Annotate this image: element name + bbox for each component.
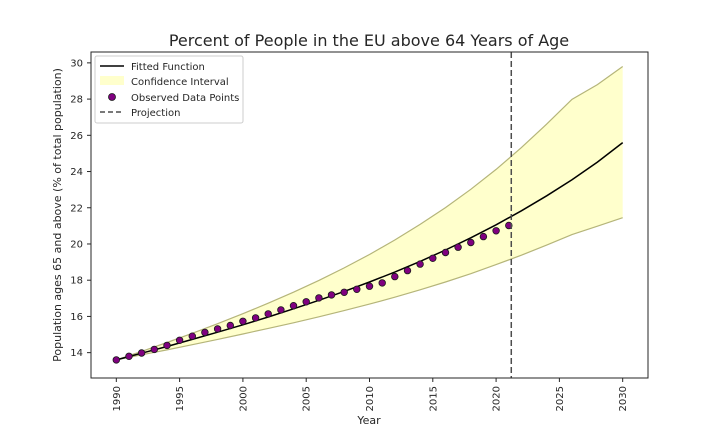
x-tick-label: 2020	[492, 386, 503, 411]
observed-point	[315, 294, 323, 302]
observed-point	[505, 221, 513, 230]
legend-band-label: Confidence Interval	[131, 77, 229, 88]
legend: Fitted Function Confidence Interval Obse…	[94, 55, 244, 124]
x-tick-label: 2010	[365, 386, 376, 411]
observed-point	[340, 288, 348, 296]
observed-point	[188, 332, 196, 340]
observed-point	[378, 279, 386, 287]
observed-point	[201, 328, 209, 337]
y-tick-label: 28	[70, 95, 83, 106]
observed-point	[112, 356, 120, 364]
observed-point	[454, 243, 462, 251]
fitted-function-line	[116, 142, 624, 361]
x-tick-label: 2015	[428, 386, 439, 411]
legend-fitted-label: Fitted Function	[131, 62, 205, 73]
observed-point	[251, 314, 260, 322]
x-axis: 1990 1995 2000 2005 2010 2015 2020 2025 2030	[112, 378, 629, 411]
observed-point	[302, 298, 310, 306]
observed-point	[277, 306, 285, 314]
legend-marker-label: Observed Data Points	[131, 93, 239, 104]
confidence-band	[116, 66, 623, 360]
y-tick-label: 18	[70, 276, 83, 287]
observed-point	[479, 232, 488, 241]
x-tick-label: 2000	[238, 386, 249, 411]
y-tick-label: 26	[70, 131, 83, 142]
confidence-lower-edge	[116, 217, 623, 361]
x-tick-label: 2005	[302, 386, 313, 411]
observed-point	[391, 272, 399, 281]
legend-projection-label: Projection	[131, 108, 180, 119]
observed-point	[226, 321, 234, 330]
y-axis-title: Population ages 65 and above (% of total…	[51, 68, 64, 362]
observed-point	[353, 285, 361, 293]
y-tick-label: 22	[70, 203, 83, 214]
observed-point	[239, 317, 247, 325]
observed-point	[441, 248, 450, 257]
plot-area	[112, 52, 624, 378]
chart-title: Percent of People in the EU above 64 Yea…	[169, 31, 569, 50]
x-axis-title: Year	[356, 414, 381, 427]
observed-point	[289, 302, 298, 310]
observed-point	[137, 349, 146, 357]
y-tick-label: 14	[70, 348, 83, 359]
observed-point	[125, 352, 133, 360]
y-tick-label: 30	[70, 58, 83, 69]
observed-point	[467, 238, 475, 247]
observed-point	[175, 336, 184, 344]
legend-marker-swatch	[108, 93, 116, 101]
y-tick-label: 20	[70, 239, 83, 250]
observed-point	[429, 254, 437, 262]
observed-point	[150, 345, 158, 354]
legend-band-swatch	[100, 76, 124, 85]
observed-point	[416, 260, 424, 268]
x-tick-label: 2025	[555, 386, 566, 411]
observed-point	[163, 341, 171, 350]
x-tick-label: 2030	[618, 386, 629, 411]
x-tick-label: 1995	[175, 386, 186, 411]
legend-box	[94, 55, 244, 124]
observed-point	[213, 325, 222, 333]
confidence-upper-edge	[116, 66, 624, 361]
y-tick-label: 16	[70, 312, 83, 323]
y-tick-label: 24	[70, 167, 83, 178]
observed-point	[327, 291, 336, 299]
observed-point	[492, 227, 500, 235]
x-tick-label: 1990	[112, 386, 123, 411]
observed-point	[365, 282, 374, 290]
y-axis: 14 16 18 20 22 24 26 28 30	[70, 58, 91, 359]
observed-point	[264, 310, 272, 318]
observed-point	[403, 266, 412, 275]
